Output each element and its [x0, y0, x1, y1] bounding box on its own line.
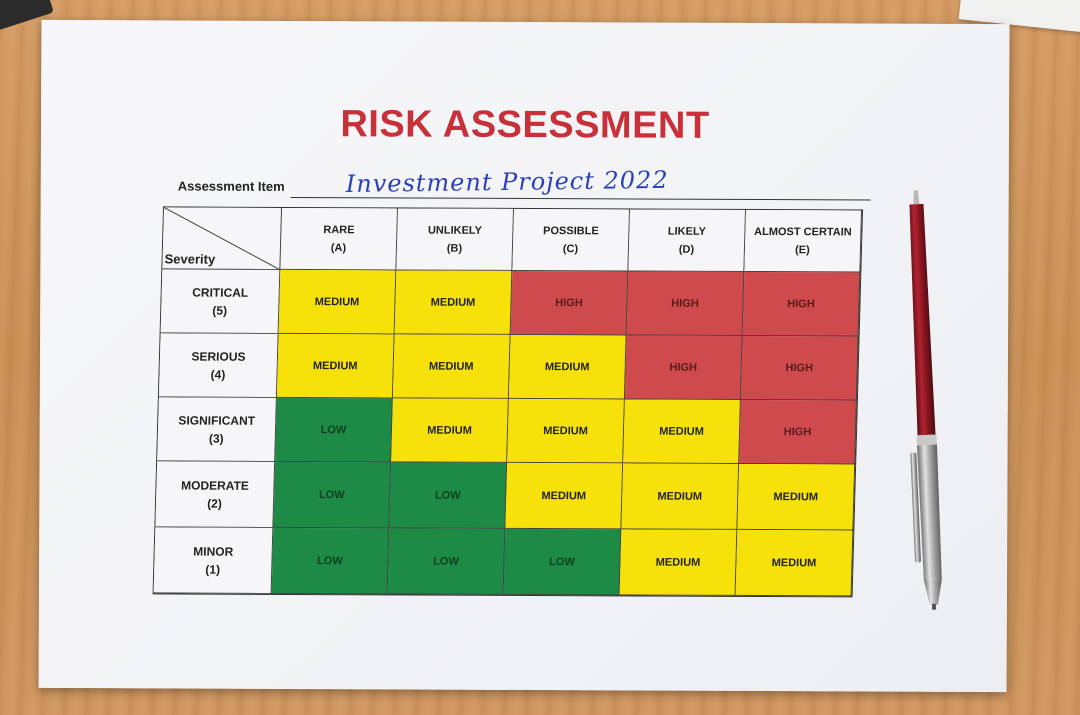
- red-ballpoint-pen: [909, 190, 942, 610]
- risk-cell: MEDIUM: [621, 463, 740, 530]
- risk-cell: MEDIUM: [394, 270, 513, 335]
- column-name: UNLIKELY: [427, 224, 483, 237]
- column-code: (A): [330, 241, 347, 254]
- risk-cell: LOW: [503, 528, 622, 596]
- column-header-rare: RARE (A): [280, 207, 399, 271]
- row-name: MINOR: [193, 544, 234, 559]
- row-code: (2): [206, 496, 223, 511]
- row-name: CRITICAL: [192, 285, 249, 300]
- row-header-serious: SERIOUS (4): [158, 333, 279, 398]
- risk-cell: MEDIUM: [737, 463, 856, 531]
- column-name: RARE: [323, 223, 355, 236]
- column-header-likely: LIKELY (D): [628, 209, 747, 272]
- risk-cell: MEDIUM: [278, 269, 397, 335]
- corner-diagonal-line: [163, 207, 281, 270]
- row-header-minor: MINOR (1): [153, 527, 274, 594]
- risk-cell: HIGH: [739, 399, 857, 465]
- page-title: RISK ASSESSMENT: [340, 103, 710, 147]
- risk-cell: HIGH: [742, 271, 861, 337]
- matrix-corner: Severity: [162, 207, 283, 270]
- risk-cell: LOW: [389, 462, 508, 529]
- row-header-significant: SIGNIFICANT (3): [157, 397, 277, 462]
- row-name: MODERATE: [180, 478, 250, 493]
- column-header-unlikely: UNLIKELY (B): [396, 208, 515, 271]
- row-code: (5): [212, 303, 228, 318]
- risk-cell: HIGH: [624, 335, 743, 400]
- row-code: (3): [208, 431, 224, 446]
- risk-cell: HIGH: [626, 271, 745, 336]
- column-header-almost-certain: ALMOST CERTAIN (E): [744, 209, 863, 273]
- column-code: (B): [446, 242, 463, 255]
- risk-cell: MEDIUM: [623, 399, 741, 464]
- row-name: SERIOUS: [191, 349, 246, 364]
- risk-cell: HIGH: [510, 270, 629, 336]
- row-code: (4): [210, 367, 226, 382]
- risk-cell: LOW: [273, 461, 392, 529]
- assessment-item-handwritten-value: Investment Project 2022: [345, 165, 669, 199]
- column-code: (D): [678, 243, 695, 256]
- risk-cell: MEDIUM: [505, 462, 624, 530]
- column-code: (C): [562, 242, 579, 255]
- column-name: POSSIBLE: [542, 224, 599, 237]
- row-header-critical: CRITICAL (5): [160, 269, 281, 334]
- risk-cell: MEDIUM: [276, 333, 395, 399]
- risk-cell: HIGH: [740, 335, 859, 401]
- risk-matrix: Severity RARE (A) UNLIKELY (B) POSSIBLE (C)…: [152, 206, 864, 598]
- risk-cell: MEDIUM: [619, 529, 738, 596]
- column-header-possible: POSSIBLE (C): [512, 208, 631, 272]
- assessment-item-label: Assessment Item: [177, 178, 285, 194]
- row-name: SIGNIFICANT: [178, 412, 256, 428]
- risk-assessment-sheet: RISK ASSESSMENT Assessment Item Investme…: [38, 19, 1010, 693]
- column-code: (E): [794, 243, 810, 256]
- risk-cell: LOW: [387, 528, 506, 595]
- risk-cell: MEDIUM: [508, 334, 627, 400]
- risk-cell: MEDIUM: [735, 529, 854, 597]
- risk-cell: MEDIUM: [392, 334, 511, 399]
- risk-cell: LOW: [271, 527, 390, 595]
- column-name: ALMOST CERTAIN: [753, 225, 852, 238]
- risk-cell: MEDIUM: [507, 398, 625, 464]
- row-code: (1): [205, 562, 221, 577]
- risk-cell: LOW: [275, 397, 393, 463]
- risk-cell: MEDIUM: [391, 398, 509, 463]
- row-header-moderate: MODERATE (2): [155, 461, 276, 528]
- column-name: LIKELY: [667, 225, 707, 238]
